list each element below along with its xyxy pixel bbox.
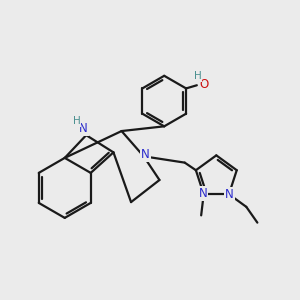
Text: N: N: [141, 148, 150, 161]
Text: H: H: [194, 71, 201, 81]
Text: N: N: [225, 188, 234, 201]
Text: H: H: [73, 116, 81, 126]
Text: N: N: [199, 187, 207, 200]
Text: N: N: [79, 122, 88, 135]
Text: O: O: [199, 78, 208, 91]
